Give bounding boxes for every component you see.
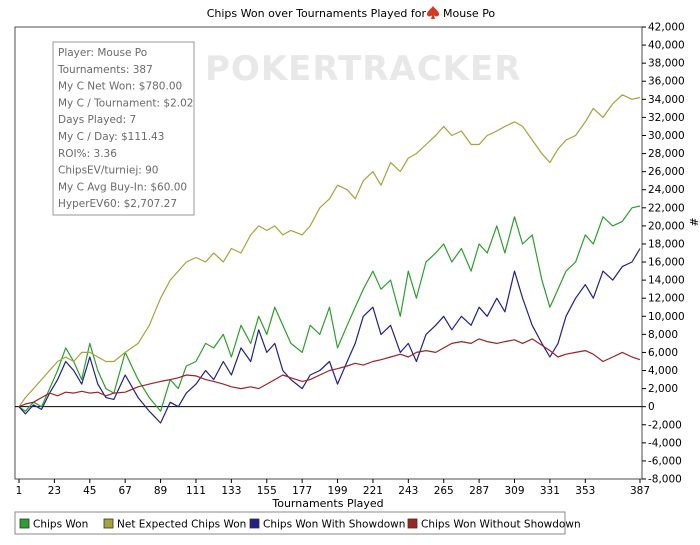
x-tick-label: 265 <box>434 485 454 497</box>
x-tick-label: 309 <box>504 485 524 497</box>
x-tick-label: 1 <box>16 485 23 497</box>
y-tick-label: -2,000 <box>648 419 682 431</box>
x-tick-label: 89 <box>154 485 167 497</box>
x-tick-label: 45 <box>83 485 96 497</box>
legend-label: Chips Won Without Showdown <box>421 519 581 531</box>
y-tick-label: 32,000 <box>648 112 685 124</box>
y-tick-label: 16,000 <box>648 257 685 269</box>
legend-label: Chips Won With Showdown <box>263 519 405 531</box>
info-line: HyperEV60: $2,707.27 <box>58 198 177 210</box>
info-line: My C / Tournament: $2.02 <box>58 97 193 109</box>
info-line: ChipsEV/turniej: 90 <box>58 165 158 177</box>
legend-label: Chips Won <box>33 519 88 531</box>
legend-swatch <box>249 518 260 529</box>
legend: Chips Won Net Expected Chips Won Chips Won… <box>14 511 581 535</box>
spade-icon <box>427 6 439 19</box>
y-tick-label: 14,000 <box>648 275 685 287</box>
series-line-chips-won <box>18 205 641 412</box>
legend-label: Net Expected Chips Won <box>117 519 246 531</box>
y-tick-label: 24,000 <box>648 184 685 196</box>
info-line: Days Played: 7 <box>58 114 136 126</box>
y-tick-label: 22,000 <box>648 202 685 214</box>
series-line-net-expected-chips-won <box>18 94 641 408</box>
x-tick-label: 133 <box>221 485 241 497</box>
y-tick-label: -4,000 <box>648 437 682 449</box>
x-axis-title: Tournaments Played <box>271 497 383 510</box>
x-tick-label: 287 <box>469 485 489 497</box>
y-tick-label: 28,000 <box>648 148 685 160</box>
y-tick-label: 6,000 <box>648 347 678 359</box>
y-tick-label: 36,000 <box>648 76 685 88</box>
chart-title: Chips Won over Tournaments Played for <box>207 7 427 20</box>
y-tick-label: 20,000 <box>648 220 685 232</box>
watermark: POKERTRACKER <box>205 49 521 89</box>
y-tick-label: -8,000 <box>648 474 682 486</box>
x-tick-label: 111 <box>186 485 206 497</box>
info-line: My C / Day: $111.43 <box>58 131 164 143</box>
x-tick-label: 387 <box>630 485 650 497</box>
y-axis-title: # <box>687 217 700 226</box>
legend-swatch <box>19 518 30 529</box>
legend-frame <box>14 511 566 535</box>
series-line-chips-won-with-showdown <box>18 248 641 424</box>
x-tick-label: 331 <box>540 485 560 497</box>
x-tick-label: 67 <box>118 485 131 497</box>
x-tick-label: 221 <box>363 485 383 497</box>
y-tick-label: 2,000 <box>648 383 678 395</box>
y-tick-label: 40,000 <box>648 40 685 52</box>
x-tick-label: 155 <box>257 485 277 497</box>
y-tick-label: 10,000 <box>648 311 685 323</box>
y-tick-label: 4,000 <box>648 365 678 377</box>
x-tick-label: 177 <box>292 485 312 497</box>
y-tick-label: 12,000 <box>648 293 685 305</box>
info-line: My C Avg Buy-In: $60.00 <box>58 181 187 193</box>
y-tick-label: -6,000 <box>648 455 682 467</box>
info-line: ROI%: 3.36 <box>58 148 117 160</box>
info-line: My C Net Won: $780.00 <box>58 81 182 93</box>
x-tick-label: 199 <box>328 485 348 497</box>
x-tick-label: 353 <box>575 485 595 497</box>
y-tick-label: 30,000 <box>648 130 685 142</box>
y-tick-label: 0 <box>648 401 655 413</box>
info-box: Player: Mouse Po Tournaments: 387 My C Net… <box>52 41 195 216</box>
info-line: Player: Mouse Po <box>58 47 147 59</box>
y-tick-label: 38,000 <box>648 58 685 70</box>
x-tick-label: 23 <box>48 485 61 497</box>
y-tick-label: 26,000 <box>648 166 685 178</box>
x-tick-label: 243 <box>398 485 418 497</box>
info-box-frame <box>52 41 195 216</box>
y-tick-label: 8,000 <box>648 329 678 341</box>
legend-swatch <box>103 518 114 529</box>
y-tick-label: 34,000 <box>648 94 685 106</box>
chart-title-player: Mouse Po <box>443 7 495 20</box>
info-line: Tournaments: 387 <box>57 64 153 76</box>
series-line-chips-won-without-showdown <box>18 338 641 408</box>
y-tick-label: 18,000 <box>648 238 685 250</box>
y-tick-label: 42,000 <box>648 22 685 34</box>
legend-swatch <box>407 518 418 529</box>
